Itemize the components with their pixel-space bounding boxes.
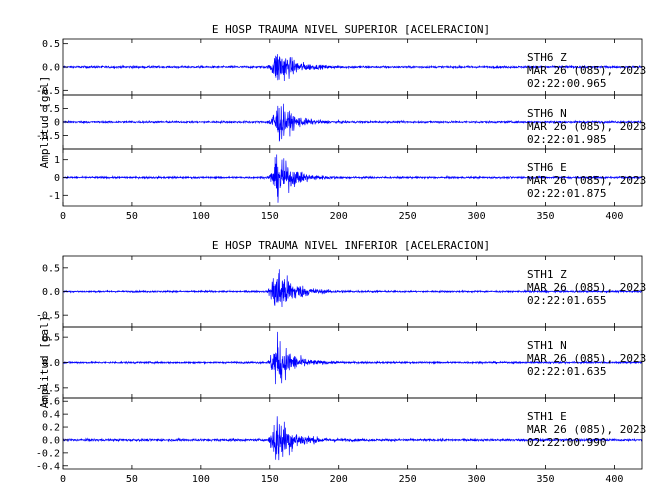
time-label: 02:22:00.965 — [527, 77, 606, 90]
y-tick-label: 1 — [54, 155, 60, 166]
x-tick-label: 200 — [330, 474, 348, 485]
station-label: STH6 Z — [527, 51, 567, 64]
waveform-trace — [62, 416, 643, 461]
x-tick-label: 100 — [192, 474, 210, 485]
x-tick-label: 400 — [605, 474, 623, 485]
y-tick-label: 0 — [54, 118, 60, 129]
y-tick-label: -0.5 — [36, 383, 60, 394]
waveform-trace — [62, 154, 643, 203]
station-label: STH1 Z — [527, 268, 567, 281]
y-tick-label: 0.6 — [42, 397, 60, 408]
time-label: 02:22:01.875 — [527, 187, 606, 200]
x-tick-label: 300 — [468, 474, 486, 485]
x-tick-label: 0 — [60, 474, 66, 485]
y-tick-label: 0.2 — [42, 423, 60, 434]
time-label: 02:22:01.635 — [527, 365, 606, 378]
top-chart-title: E HOSP TRAUMA NIVEL SUPERIOR [ACELERACIO… — [212, 23, 490, 36]
x-tick-label: 50 — [126, 211, 138, 222]
x-tick-label: 350 — [536, 474, 554, 485]
y-tick-label: 0.5 — [42, 263, 60, 274]
bottom-chart-title: E HOSP TRAUMA NIVEL INFERIOR [ACELERACIO… — [212, 239, 490, 252]
x-tick-label: 0 — [60, 211, 66, 222]
waveform-trace — [62, 269, 642, 308]
time-label: 02:22:01.655 — [527, 294, 606, 307]
y-tick-label: 0.0 — [42, 435, 60, 446]
waveform-trace — [62, 54, 643, 82]
x-tick-label: 100 — [192, 211, 210, 222]
time-label: 02:22:01.985 — [527, 133, 606, 146]
x-tick-label: 350 — [536, 211, 554, 222]
date-label: MAR 26 (085), 2023 — [527, 64, 646, 77]
waveform-trace — [62, 331, 643, 385]
date-label: MAR 26 (085), 2023 — [527, 281, 646, 294]
y-tick-label: -0.5 — [36, 86, 60, 97]
y-tick-label: 0.0 — [42, 358, 60, 369]
x-tick-label: 250 — [399, 474, 417, 485]
station-label: STH1 N — [527, 339, 567, 352]
x-tick-label: 150 — [261, 474, 279, 485]
bottom-y-axis-label: Amplitud [gal] — [38, 316, 51, 409]
y-tick-label: -0.2 — [36, 448, 60, 459]
date-label: MAR 26 (085), 2023 — [527, 174, 646, 187]
x-tick-label: 50 — [126, 474, 138, 485]
station-label: STH6 E — [527, 161, 567, 174]
x-tick-label: 200 — [330, 211, 348, 222]
panel-frame — [62, 397, 643, 470]
y-tick-label: 0.4 — [42, 410, 60, 421]
x-tick-label: 250 — [399, 211, 417, 222]
station-label: STH6 N — [527, 107, 567, 120]
date-label: MAR 26 (085), 2023 — [527, 120, 646, 133]
top-y-axis-label: Amplitud [gal] — [38, 76, 51, 169]
y-tick-label: -0.5 — [36, 131, 60, 142]
y-tick-label: -0.5 — [36, 311, 60, 322]
date-label: MAR 26 (085), 2023 — [527, 352, 646, 365]
x-tick-label: 300 — [468, 211, 486, 222]
y-tick-label: -0.4 — [36, 461, 60, 472]
y-tick-label: 0.5 — [42, 333, 60, 344]
y-tick-label: -1 — [48, 191, 60, 202]
station-label: STH1 E — [527, 410, 567, 423]
y-tick-label: 0.5 — [42, 39, 60, 50]
date-label: MAR 26 (085), 2023 — [527, 423, 646, 436]
time-label: 02:22:00.990 — [527, 436, 606, 449]
waveform-trace — [62, 103, 643, 142]
y-tick-label: 0.0 — [42, 287, 60, 298]
x-tick-label: 400 — [605, 211, 623, 222]
y-tick-label: 0.0 — [42, 63, 60, 74]
y-tick-label: 0.5 — [42, 104, 60, 115]
x-tick-label: 150 — [261, 211, 279, 222]
y-tick-label: 0 — [54, 173, 60, 184]
